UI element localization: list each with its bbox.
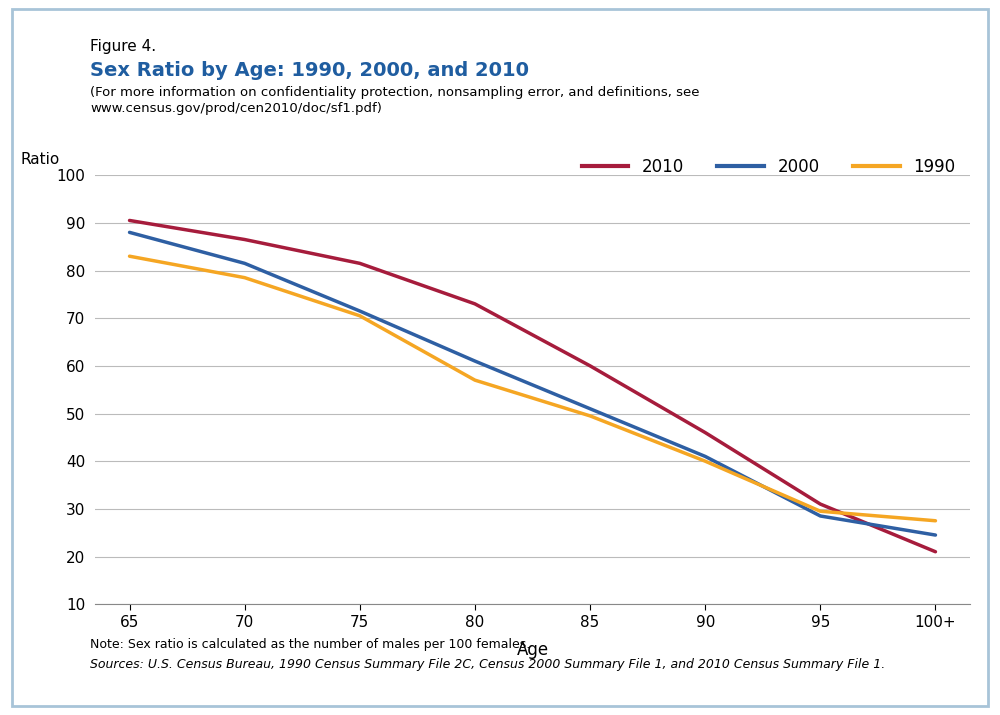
- Text: (For more information on confidentiality protection, nonsampling error, and defi: (For more information on confidentiality…: [90, 86, 700, 99]
- Text: Sources: U.S. Census Bureau, 1990 Census Summary File 2C, Census 2000 Summary Fi: Sources: U.S. Census Bureau, 1990 Census…: [90, 658, 885, 671]
- Text: Ratio: Ratio: [21, 152, 60, 167]
- Legend: 2010, 2000, 1990: 2010, 2000, 1990: [575, 152, 962, 182]
- Text: Sex Ratio by Age: 1990, 2000, and 2010: Sex Ratio by Age: 1990, 2000, and 2010: [90, 61, 529, 80]
- Text: Note: Sex ratio is calculated as the number of males per 100 females.: Note: Sex ratio is calculated as the num…: [90, 638, 530, 651]
- Text: www.census.gov/prod/cen2010/doc/sf1.pdf): www.census.gov/prod/cen2010/doc/sf1.pdf): [90, 102, 382, 115]
- Text: Figure 4.: Figure 4.: [90, 39, 156, 54]
- X-axis label: Age: Age: [516, 641, 549, 659]
